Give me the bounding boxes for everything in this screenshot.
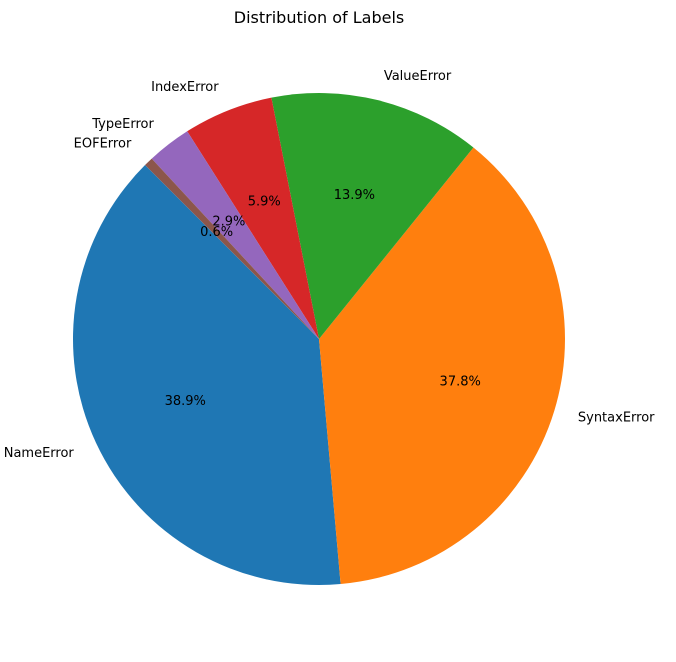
pie-slice-syntaxerror	[319, 147, 565, 585]
slice-label-valueerror: ValueError	[384, 69, 452, 84]
slice-label-typeerror: TypeError	[91, 117, 154, 132]
pie-slice-nameerror	[73, 165, 341, 586]
pie-slice-valueerror	[271, 92, 474, 339]
pct-label-typeerror: 2.9%	[212, 215, 245, 230]
slices-layer	[73, 92, 565, 586]
pie-slice-indexerror	[187, 97, 319, 339]
pct-label-valueerror: 13.9%	[334, 188, 375, 203]
pie-slice-typeerror	[151, 131, 319, 339]
chart-title: Distribution of Labels	[234, 8, 404, 27]
pct-label-nameerror: 38.9%	[165, 394, 206, 409]
pie-slice-eoferror	[145, 158, 319, 339]
pct-label-eoferror: 0.6%	[200, 225, 233, 240]
pct-label-syntaxerror: 37.8%	[440, 374, 481, 389]
pct-label-indexerror: 5.9%	[248, 194, 281, 209]
labels-layer: NameError 38.9% SyntaxError 37.8% ValueError…	[4, 69, 655, 461]
slice-label-nameerror: NameError	[4, 446, 75, 461]
slice-label-indexerror: IndexError	[151, 80, 219, 95]
slice-label-eoferror: EOFError	[74, 137, 132, 152]
slice-label-syntaxerror: SyntaxError	[578, 410, 655, 425]
